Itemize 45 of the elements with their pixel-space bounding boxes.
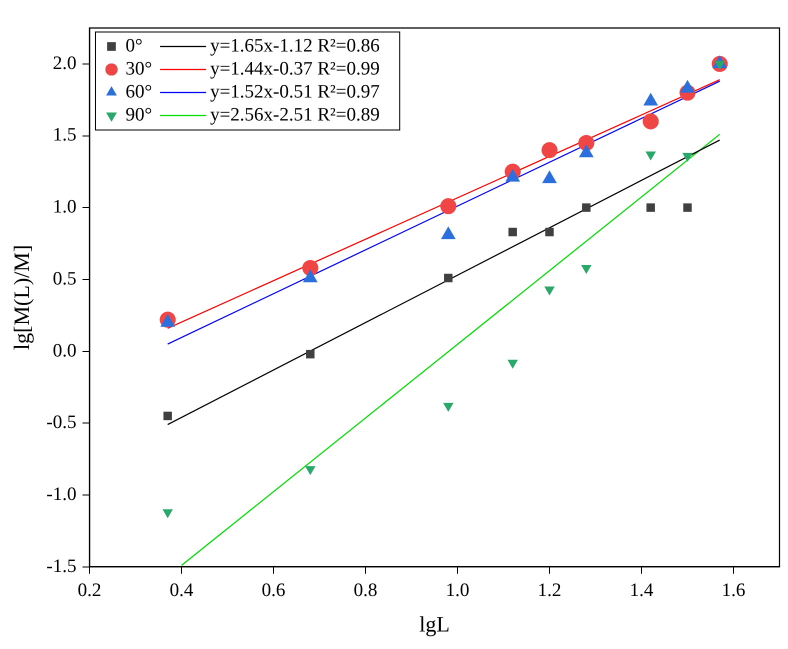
x-tick-label: 0.2 <box>78 580 102 602</box>
point <box>541 142 558 158</box>
point <box>507 360 518 369</box>
x-tick-label: 1.6 <box>722 580 746 602</box>
x-axis-title: lgL <box>419 612 450 637</box>
legend-label: y=2.56x-2.51 R²=0.89 <box>210 104 380 126</box>
legend-label: y=1.52x-0.51 R²=0.97 <box>210 81 380 102</box>
point <box>581 264 592 274</box>
point <box>162 509 173 518</box>
point <box>443 402 454 412</box>
legend-label: y=1.44x-0.37 R²=0.99 <box>210 58 380 80</box>
point <box>646 203 655 212</box>
point <box>508 228 517 236</box>
y-tick-label: 1.0 <box>52 196 76 218</box>
y-tick-label: 2.0 <box>52 52 76 74</box>
y-tick-label: 0.0 <box>52 340 76 362</box>
point <box>444 274 453 282</box>
point <box>582 203 591 212</box>
y-tick-label: 0.5 <box>52 268 76 290</box>
y-tick-label: -1.5 <box>46 556 76 577</box>
x-tick-label: 1.4 <box>630 580 654 602</box>
point <box>646 151 656 160</box>
point <box>305 466 316 476</box>
x-tick-label: 0.8 <box>354 580 378 602</box>
y-axis-title: lg[M(L)/M] <box>8 244 34 350</box>
y-tick-label: -1.0 <box>46 484 76 505</box>
legend-label: 60° <box>125 81 152 102</box>
legend-label: 30° <box>125 58 152 80</box>
point <box>642 113 659 130</box>
point <box>163 412 172 420</box>
point <box>682 152 693 162</box>
x-tick-label: 1.2 <box>538 580 562 602</box>
point <box>544 286 555 296</box>
x-tick-label: 0.6 <box>262 580 286 602</box>
y-tick-label: 1.5 <box>52 124 76 146</box>
legend-label: 0° <box>125 35 143 56</box>
x-tick-label: 0.4 <box>170 580 194 602</box>
point <box>306 350 315 358</box>
legend-label: 90° <box>125 104 152 126</box>
legend-label: y=1.65x-1.12 R²=0.86 <box>210 35 380 56</box>
y-tick-label: -0.5 <box>46 412 76 434</box>
point <box>440 198 456 214</box>
x-tick-label: 1.0 <box>446 580 470 602</box>
point <box>545 228 554 236</box>
point <box>683 203 692 212</box>
